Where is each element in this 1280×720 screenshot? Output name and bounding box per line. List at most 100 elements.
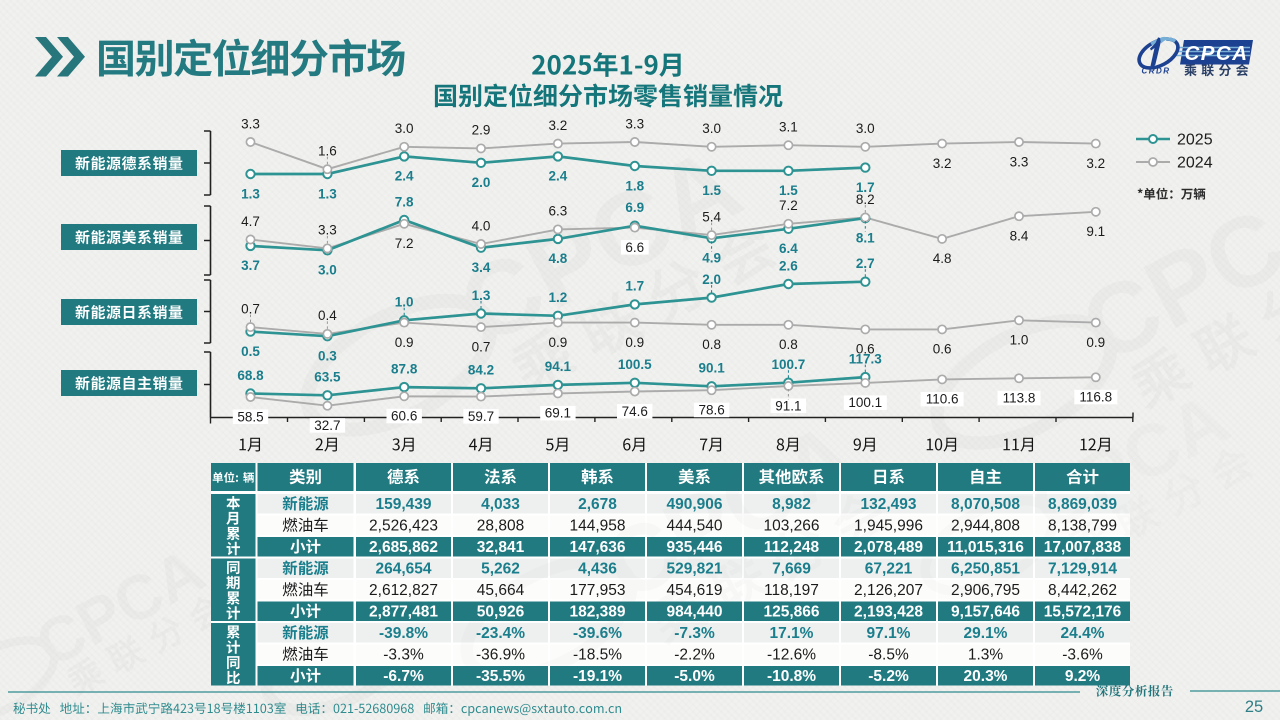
svg-text:8,442,262: 8,442,262 [1048,582,1117,599]
svg-text:177,953: 177,953 [569,582,625,599]
svg-text:1.5: 1.5 [779,183,798,198]
svg-text:132,493: 132,493 [860,496,916,513]
svg-text:2,678: 2,678 [578,496,617,513]
svg-text:0.8: 0.8 [702,337,721,352]
svg-text:50,926: 50,926 [477,604,525,621]
svg-text:444,540: 444,540 [666,518,722,535]
svg-text:0.9: 0.9 [549,335,568,350]
svg-text:0.3: 0.3 [318,349,337,364]
svg-text:8.4: 8.4 [1010,229,1029,244]
svg-text:1.0: 1.0 [395,295,414,310]
svg-text:2.4: 2.4 [395,169,414,184]
svg-text:1.5: 1.5 [702,183,721,198]
svg-text:3.0: 3.0 [702,121,721,136]
svg-text:-10.8%: -10.8% [767,668,816,685]
svg-text:6.9: 6.9 [625,200,644,215]
svg-text:3.2: 3.2 [933,156,952,171]
svg-text:32.7: 32.7 [314,418,340,433]
svg-text:103,266: 103,266 [763,518,819,535]
svg-text:116.8: 116.8 [1079,390,1112,405]
svg-text:2024: 2024 [1177,155,1213,172]
svg-text:264,654: 264,654 [375,561,431,578]
svg-text:-2.2%: -2.2% [674,647,715,664]
svg-text:59.7: 59.7 [468,409,494,424]
svg-text:8.1: 8.1 [856,230,875,245]
svg-text:6.4: 6.4 [779,241,798,256]
svg-text:2.0: 2.0 [702,272,721,287]
svg-text:CRDR: CRDR [1141,67,1170,76]
svg-text:4.7: 4.7 [241,214,260,229]
svg-text:2,526,423: 2,526,423 [369,518,438,535]
svg-text:58.5: 58.5 [237,409,263,424]
svg-text:1.7: 1.7 [856,180,875,195]
svg-text:90.1: 90.1 [698,361,725,376]
svg-text:CPCA: CPCA [1184,42,1248,65]
svg-text:6.6: 6.6 [625,240,644,255]
svg-text:0.7: 0.7 [472,339,491,354]
svg-text:63.5: 63.5 [314,370,341,385]
svg-text:6,250,851: 6,250,851 [951,561,1020,578]
svg-text:7.8: 7.8 [395,194,414,209]
svg-text:1.3%: 1.3% [968,647,1004,664]
svg-text:0.9: 0.9 [395,335,414,350]
svg-text:3.0: 3.0 [318,263,337,278]
svg-text:8.2: 8.2 [856,192,875,207]
svg-text:0.7: 0.7 [241,301,260,316]
svg-text:17.1%: 17.1% [770,625,814,642]
svg-text:2,612,827: 2,612,827 [369,582,438,599]
svg-text:3.7: 3.7 [241,258,260,273]
svg-text:3.2: 3.2 [1086,156,1105,171]
svg-text:2.4: 2.4 [549,169,568,184]
svg-text:-8.5%: -8.5% [868,647,909,664]
svg-text:110.6: 110.6 [926,392,959,407]
svg-text:8,070,508: 8,070,508 [951,496,1020,513]
svg-text:100.5: 100.5 [618,357,652,372]
svg-text:112,248: 112,248 [764,539,820,556]
svg-text:147,636: 147,636 [569,539,625,556]
svg-text:-39.8%: -39.8% [379,625,428,642]
svg-text:32,841: 32,841 [477,539,525,556]
svg-text:3.4: 3.4 [472,260,491,275]
svg-text:28,808: 28,808 [477,518,524,535]
svg-text:1.3: 1.3 [241,186,260,201]
svg-text:9.2%: 9.2% [1065,668,1101,685]
svg-text:8,982: 8,982 [772,496,811,513]
svg-text:1.7: 1.7 [625,279,644,294]
svg-text:2,126,207: 2,126,207 [854,582,923,599]
svg-text:2,193,428: 2,193,428 [854,604,923,621]
svg-text:17,007,838: 17,007,838 [1044,539,1122,556]
svg-text:1.8: 1.8 [625,178,644,193]
svg-text:-39.6%: -39.6% [573,625,622,642]
svg-text:-18.5%: -18.5% [573,647,622,664]
svg-text:45,664: 45,664 [477,582,525,599]
svg-text:8,138,799: 8,138,799 [1048,518,1117,535]
svg-text:935,446: 935,446 [666,539,722,556]
svg-text:2,906,795: 2,906,795 [951,582,1020,599]
svg-text:113.8: 113.8 [1003,391,1036,406]
svg-text:5.4: 5.4 [702,209,721,224]
svg-text:9.1: 9.1 [1086,224,1105,239]
svg-text:3.3: 3.3 [625,116,644,131]
svg-text:4.8: 4.8 [933,251,952,266]
svg-text:5,262: 5,262 [481,561,520,578]
svg-text:3.3: 3.3 [1010,154,1029,169]
svg-text:0.5: 0.5 [241,344,260,359]
svg-text:100.7: 100.7 [772,357,806,372]
svg-text:100.1: 100.1 [848,395,882,410]
svg-text:984,440: 984,440 [666,604,722,621]
svg-text:2.6: 2.6 [779,258,798,273]
svg-text:7,129,914: 7,129,914 [1048,561,1117,578]
svg-text:3.2: 3.2 [549,118,568,133]
svg-text:4,436: 4,436 [578,561,617,578]
svg-text:69.1: 69.1 [545,406,571,421]
svg-text:454,619: 454,619 [666,582,722,599]
svg-text:4,033: 4,033 [481,496,520,513]
svg-text:125,866: 125,866 [763,604,819,621]
svg-text:159,439: 159,439 [375,496,431,513]
svg-text:87.8: 87.8 [391,361,418,376]
svg-text:2.7: 2.7 [856,256,875,271]
svg-text:2,685,862: 2,685,862 [369,539,438,556]
svg-text:529,821: 529,821 [666,561,722,578]
svg-text:11,015,316: 11,015,316 [947,539,1024,556]
svg-text:490,906: 490,906 [666,496,722,513]
